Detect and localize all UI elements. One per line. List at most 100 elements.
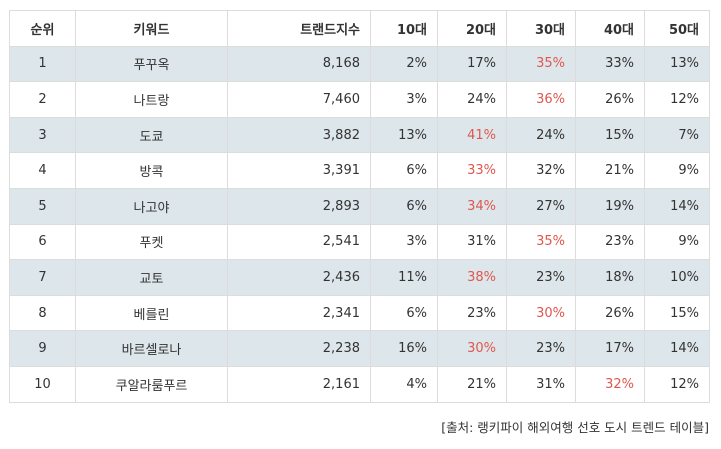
table-row: 3 도쿄 3,882 13% 41% 24% 15% 7% — [9, 116, 710, 154]
cell-age-30s: 36% — [506, 81, 576, 118]
cell-keyword: 푸켓 — [75, 223, 228, 261]
cell-age-20s: 30% — [437, 330, 507, 367]
cell-age-40s: 26% — [575, 81, 645, 118]
cell-age-30s: 27% — [506, 187, 576, 225]
cell-age-50s: 10% — [644, 259, 710, 296]
table-body: 1 푸꾸옥 8,168 2% 17% 35% 33% 13% 2 나트랑 7,460 3% 24% 36%… — [9, 45, 710, 403]
table-row: 2 나트랑 7,460 3% 24% 36% 26% 12% — [9, 81, 710, 118]
cell-age-30s: 30% — [506, 294, 576, 332]
cell-age-40s: 18% — [575, 259, 645, 296]
cell-rank: 10 — [9, 365, 76, 403]
cell-age-20s: 34% — [437, 187, 507, 225]
cell-trend-index: 2,341 — [227, 294, 371, 332]
cell-age-50s: 9% — [644, 223, 710, 261]
header-age-10s: 10대 — [370, 10, 438, 47]
cell-age-50s: 14% — [644, 330, 710, 367]
cell-age-20s: 41% — [437, 116, 507, 154]
cell-trend-index: 3,882 — [227, 116, 371, 154]
cell-age-10s: 4% — [370, 365, 438, 403]
cell-age-30s: 23% — [506, 259, 576, 296]
cell-age-40s: 17% — [575, 330, 645, 367]
cell-age-40s: 19% — [575, 187, 645, 225]
cell-age-30s: 31% — [506, 365, 576, 403]
cell-age-10s: 11% — [370, 259, 438, 296]
cell-trend-index: 2,161 — [227, 365, 371, 403]
cell-keyword: 바르셀로나 — [75, 330, 228, 367]
cell-age-50s: 9% — [644, 152, 710, 189]
cell-keyword: 푸꾸옥 — [75, 45, 228, 83]
cell-keyword: 도쿄 — [75, 116, 228, 154]
cell-age-10s: 2% — [370, 45, 438, 83]
cell-keyword: 교토 — [75, 259, 228, 296]
header-age-50s: 50대 — [644, 10, 710, 47]
source-note: [출처: 랭키파이 해외여행 선호 도시 트렌드 테이블] — [441, 420, 709, 435]
cell-age-20s: 31% — [437, 223, 507, 261]
cell-age-10s: 6% — [370, 294, 438, 332]
header-age-20s: 20대 — [437, 10, 507, 47]
header-keyword: 키워드 — [75, 10, 228, 47]
cell-age-10s: 13% — [370, 116, 438, 154]
cell-rank: 2 — [9, 81, 76, 118]
cell-age-10s: 6% — [370, 187, 438, 225]
cell-age-20s: 33% — [437, 152, 507, 189]
cell-age-20s: 38% — [437, 259, 507, 296]
cell-trend-index: 3,391 — [227, 152, 371, 189]
header-age-40s: 40대 — [575, 10, 645, 47]
cell-trend-index: 7,460 — [227, 81, 371, 118]
cell-age-40s: 21% — [575, 152, 645, 189]
cell-age-20s: 24% — [437, 81, 507, 118]
cell-trend-index: 2,436 — [227, 259, 371, 296]
table-row: 4 방콕 3,391 6% 33% 32% 21% 9% — [9, 152, 710, 189]
cell-age-40s: 33% — [575, 45, 645, 83]
cell-age-30s: 32% — [506, 152, 576, 189]
cell-keyword: 베를린 — [75, 294, 228, 332]
cell-trend-index: 2,893 — [227, 187, 371, 225]
header-rank: 순위 — [9, 10, 76, 47]
header-age-30s: 30대 — [506, 10, 576, 47]
cell-trend-index: 8,168 — [227, 45, 371, 83]
cell-age-50s: 14% — [644, 187, 710, 225]
cell-rank: 4 — [9, 152, 76, 189]
table-row: 1 푸꾸옥 8,168 2% 17% 35% 33% 13% — [9, 45, 710, 83]
cell-age-40s: 26% — [575, 294, 645, 332]
cell-age-30s: 35% — [506, 45, 576, 83]
table-row: 6 푸켓 2,541 3% 31% 35% 23% 9% — [9, 223, 710, 261]
cell-age-30s: 23% — [506, 330, 576, 367]
cell-age-50s: 12% — [644, 81, 710, 118]
table-row: 10 쿠알라룸푸르 2,161 4% 21% 31% 32% 12% — [9, 365, 710, 403]
table-row: 5 나고야 2,893 6% 34% 27% 19% 14% — [9, 187, 710, 225]
cell-age-50s: 13% — [644, 45, 710, 83]
cell-keyword: 나트랑 — [75, 81, 228, 118]
cell-age-50s: 12% — [644, 365, 710, 403]
cell-age-10s: 16% — [370, 330, 438, 367]
cell-trend-index: 2,238 — [227, 330, 371, 367]
header-row: 순위 키워드 트랜드지수 10대 20대 30대 40대 50대 — [9, 10, 710, 47]
cell-age-10s: 6% — [370, 152, 438, 189]
table-row: 8 베를린 2,341 6% 23% 30% 26% 15% — [9, 294, 710, 332]
cell-keyword: 나고야 — [75, 187, 228, 225]
cell-age-40s: 15% — [575, 116, 645, 154]
cell-trend-index: 2,541 — [227, 223, 371, 261]
cell-rank: 9 — [9, 330, 76, 367]
cell-age-50s: 7% — [644, 116, 710, 154]
cell-rank: 7 — [9, 259, 76, 296]
cell-age-10s: 3% — [370, 81, 438, 118]
cell-age-40s: 23% — [575, 223, 645, 261]
cell-keyword: 쿠알라룸푸르 — [75, 365, 228, 403]
cell-rank: 6 — [9, 223, 76, 261]
cell-age-40s: 32% — [575, 365, 645, 403]
table-row: 7 교토 2,436 11% 38% 23% 18% 10% — [9, 259, 710, 296]
cell-age-20s: 17% — [437, 45, 507, 83]
header-trend-index: 트랜드지수 — [227, 10, 371, 47]
cell-rank: 1 — [9, 45, 76, 83]
cell-age-20s: 21% — [437, 365, 507, 403]
cell-rank: 3 — [9, 116, 76, 154]
table-row: 9 바르셀로나 2,238 16% 30% 23% 17% 14% — [9, 330, 710, 367]
cell-age-20s: 23% — [437, 294, 507, 332]
cell-rank: 8 — [9, 294, 76, 332]
cell-rank: 5 — [9, 187, 76, 225]
cell-age-30s: 24% — [506, 116, 576, 154]
cell-age-30s: 35% — [506, 223, 576, 261]
cell-keyword: 방콕 — [75, 152, 228, 189]
